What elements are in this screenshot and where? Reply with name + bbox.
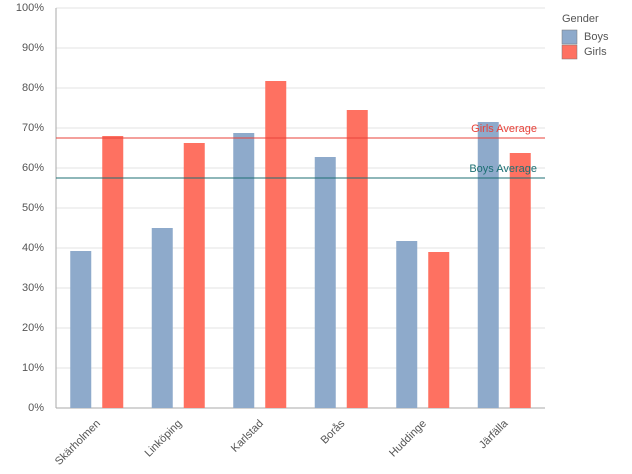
- bar: [102, 136, 124, 408]
- reference-label: Boys Average: [469, 163, 537, 175]
- y-tick-label: 10%: [22, 362, 44, 374]
- y-tick-label: 70%: [22, 122, 44, 134]
- y-tick-label: 100%: [16, 2, 44, 14]
- x-tick-label: Linköping: [143, 418, 185, 460]
- bar: [70, 251, 92, 408]
- y-tick-label: 60%: [22, 162, 44, 174]
- legend-swatch: [561, 29, 578, 45]
- y-tick-label: 90%: [22, 42, 44, 54]
- bar: [396, 241, 418, 408]
- y-tick-label: 30%: [22, 282, 44, 294]
- legend-swatch: [561, 44, 578, 60]
- legend-label: Girls: [584, 46, 607, 58]
- bar: [509, 153, 531, 408]
- x-tick-label: Järfälla: [477, 417, 511, 451]
- x-tick-label: Karlstad: [229, 418, 266, 455]
- x-tick-label: Skärholmen: [53, 418, 103, 468]
- bar: [265, 81, 287, 408]
- y-tick-label: 40%: [22, 242, 44, 254]
- reference-label: Girls Average: [471, 123, 537, 135]
- bar: [183, 143, 205, 408]
- bar: [477, 122, 499, 408]
- bar: [428, 252, 450, 408]
- y-tick-label: 50%: [22, 202, 44, 214]
- bar: [346, 110, 368, 408]
- x-tick-label: Huddinge: [387, 418, 429, 460]
- x-tick-label: Borås: [319, 417, 348, 446]
- y-tick-label: 20%: [22, 322, 44, 334]
- bar: [233, 133, 255, 408]
- legend-title: Gender: [562, 13, 599, 25]
- y-tick-label: 80%: [22, 82, 44, 94]
- bar: [151, 228, 173, 408]
- bar: [314, 157, 336, 408]
- legend-label: Boys: [584, 31, 609, 43]
- y-tick-label: 0%: [28, 402, 44, 414]
